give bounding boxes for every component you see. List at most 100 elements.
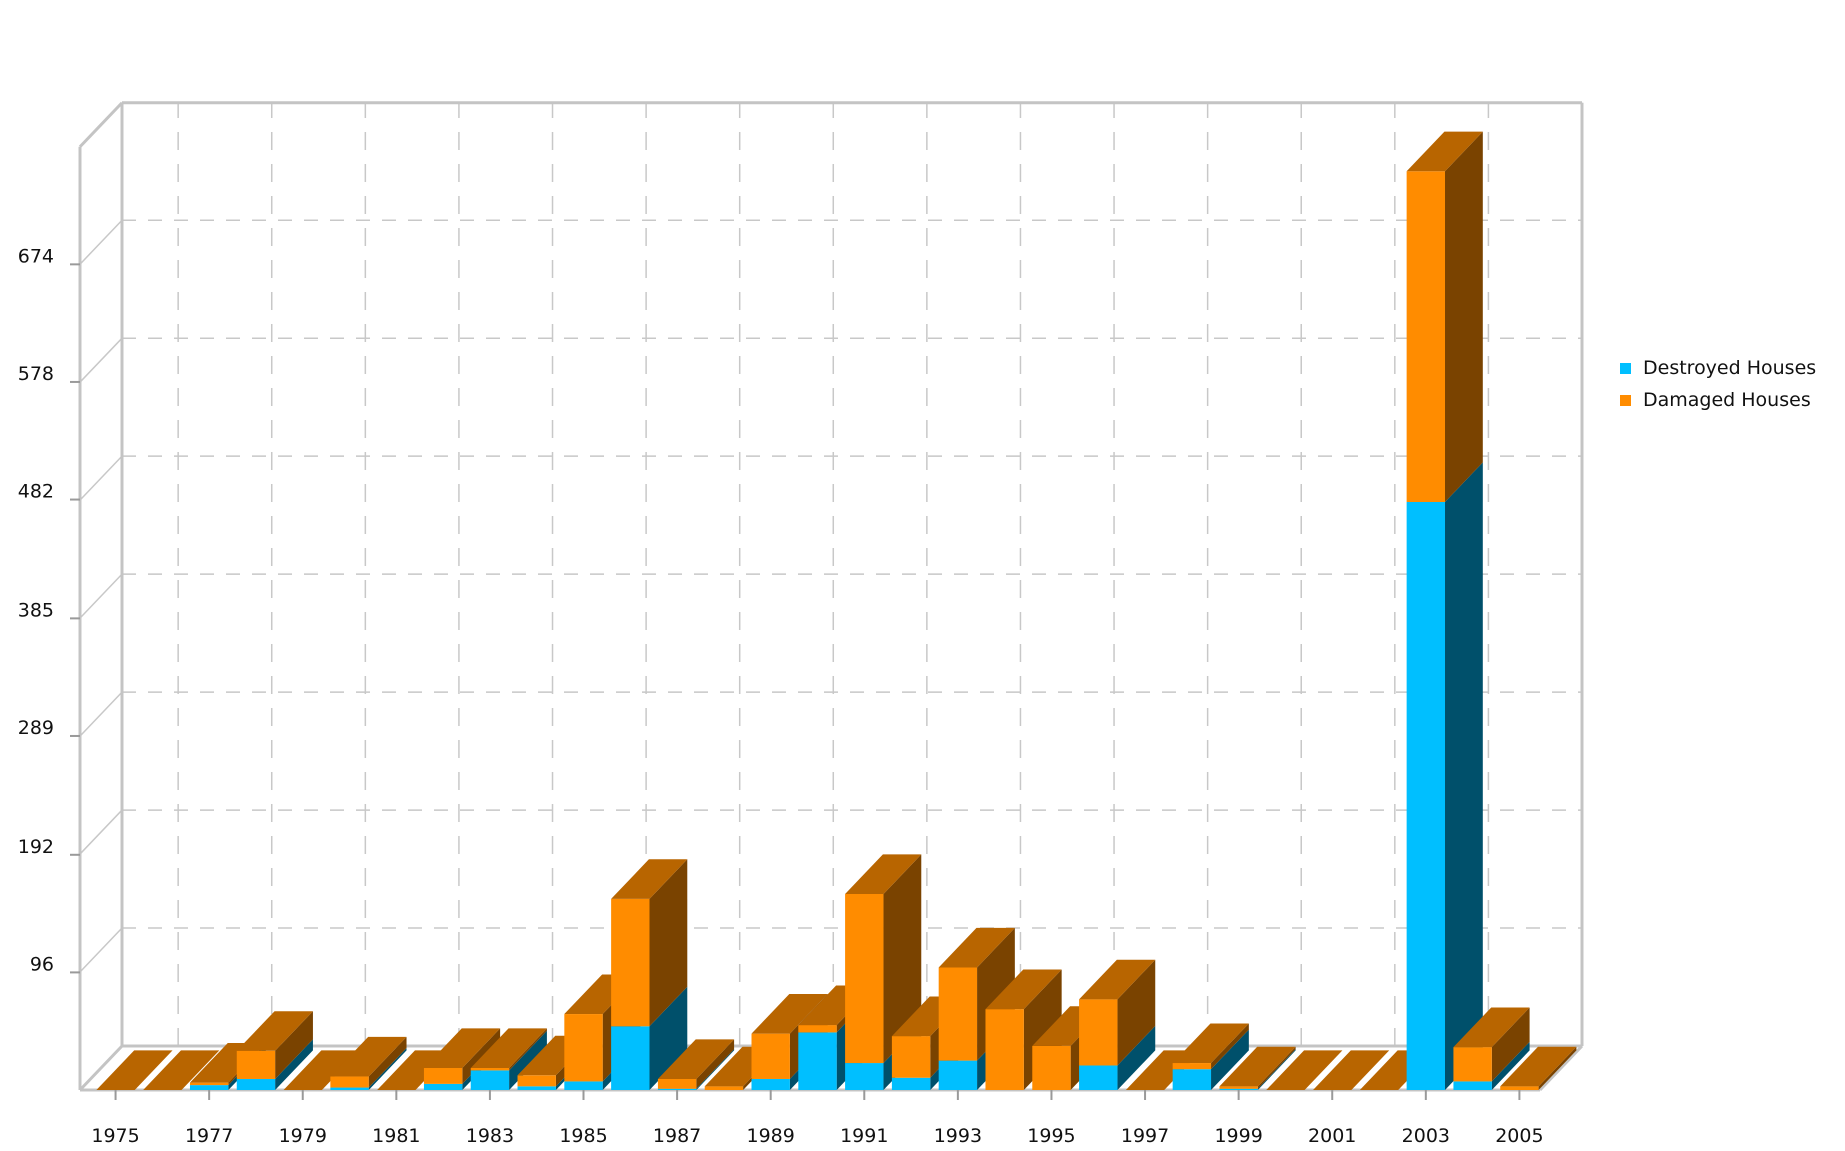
bar-destroyed-1983 <box>470 1070 510 1090</box>
bar-group-1979 <box>283 1050 360 1090</box>
bar-side-damaged-1991 <box>883 854 922 1064</box>
bar-top-1986 <box>611 859 688 899</box>
grid-line-side <box>79 219 123 265</box>
bar-group-2001 <box>1313 1050 1390 1090</box>
bar-side-destroyed-2003 <box>1445 462 1483 1090</box>
x-tick-label-1979: 1979 <box>279 1125 327 1147</box>
bar-top-1980 <box>330 1036 407 1077</box>
bar-top-1975 <box>96 1050 173 1090</box>
y-tick-label: 674 <box>18 245 54 267</box>
bar-damaged-1980 <box>330 1076 369 1088</box>
bars <box>96 131 1577 1090</box>
x-tick-label-1987: 1987 <box>653 1125 701 1147</box>
bar-top-1987 <box>657 1039 735 1079</box>
bar-damaged-2004 <box>1453 1047 1492 1082</box>
bar-top-1978 <box>236 1011 313 1051</box>
x-tick-label-2001: 2001 <box>1308 1125 1356 1147</box>
legend-item-destroyed: Destroyed Houses <box>1620 352 1816 384</box>
bar-group-1998 <box>1172 1023 1249 1090</box>
bar-damaged-1978 <box>236 1050 276 1079</box>
bar-side-damaged-1983 <box>509 1028 547 1071</box>
bar-top-1999 <box>1219 1046 1296 1087</box>
x-tick-label-1989: 1989 <box>747 1125 795 1147</box>
bar-top-1989 <box>751 994 828 1034</box>
bar-damaged-1988 <box>704 1086 744 1090</box>
bar-damaged-1990 <box>798 1025 837 1033</box>
bar-destroyed-1986 <box>611 1026 650 1090</box>
bar-destroyed-1978 <box>236 1078 276 1090</box>
grid-line-side <box>79 573 123 619</box>
legend-swatch-destroyed <box>1620 362 1631 374</box>
bar-destroyed-1985 <box>564 1081 603 1090</box>
bar-top-1996 <box>1079 959 1156 1000</box>
legend-swatch-damaged <box>1620 394 1631 406</box>
bar-top-2003 <box>1406 131 1483 172</box>
bar-group-2003 <box>1406 131 1483 1090</box>
bar-side-damaged-1999 <box>1257 1046 1296 1089</box>
tick-labels: 96 192 289 385 482 578 674 1975 1977 1979 1981 1983… <box>18 245 1544 1147</box>
y-tick-label: 96 <box>30 953 54 975</box>
bar-damaged-2005 <box>1500 1086 1539 1090</box>
bar-top-1991 <box>845 854 922 894</box>
bar-top-1993 <box>938 927 1015 968</box>
y-tick-label: 289 <box>18 717 54 739</box>
legend: Destroyed Houses Damaged Houses <box>1620 352 1816 416</box>
bar-side-damaged-1980 <box>368 1036 407 1088</box>
bar-side-destroyed-1999 <box>1257 1049 1296 1090</box>
bar-damaged-1998 <box>1172 1063 1212 1070</box>
y-tick-label: 578 <box>18 363 54 385</box>
bar-top-1983 <box>470 1028 547 1068</box>
bar-damaged-1977 <box>189 1082 229 1086</box>
bar-group-1976 <box>143 1050 220 1090</box>
bar-top-2000 <box>1266 1050 1343 1090</box>
bar-destroyed-1982 <box>423 1083 463 1090</box>
bar-group-1986 <box>611 859 688 1090</box>
x-tick-label-1985: 1985 <box>559 1125 607 1147</box>
bar-destroyed-1987 <box>657 1088 697 1090</box>
bar-destroyed-1990 <box>798 1032 837 1090</box>
bar-destroyed-1989 <box>751 1078 790 1090</box>
bar-destroyed-1993 <box>938 1060 978 1090</box>
bar-group-1975 <box>96 1050 173 1090</box>
grid-line-side <box>79 455 123 501</box>
bar-damaged-1982 <box>423 1067 463 1084</box>
bar-side-destroyed-1987 <box>696 1049 735 1090</box>
bar-destroyed-1980 <box>330 1087 369 1090</box>
bar-damaged-1995 <box>1032 1045 1071 1090</box>
grid-line-side <box>79 809 123 855</box>
bar-destroyed-2004 <box>1453 1081 1492 1090</box>
bar-damaged-2003 <box>1406 171 1446 502</box>
grid-line-side <box>79 691 123 737</box>
bar-damaged-1994 <box>985 1009 1024 1090</box>
x-tick-label-2003: 2003 <box>1402 1125 1450 1147</box>
bar-destroyed-1999 <box>1219 1088 1258 1090</box>
bar-damaged-1991 <box>845 894 884 1064</box>
x-tick-label-1995: 1995 <box>1027 1125 1075 1147</box>
bar-damaged-1986 <box>611 898 650 1027</box>
grid-line-side <box>79 927 123 973</box>
bar-top-2001 <box>1313 1050 1390 1090</box>
bar-top-2004 <box>1453 1007 1530 1048</box>
bar-group-2000 <box>1266 1050 1343 1090</box>
bar-group-1996 <box>1079 959 1156 1090</box>
bar-group-1980 <box>330 1036 407 1090</box>
bar-group-2005 <box>1500 1046 1577 1090</box>
y-tick-label: 192 <box>18 836 54 858</box>
x-tick-label-1999: 1999 <box>1214 1125 1262 1147</box>
bar-side-damaged-2003 <box>1445 131 1483 502</box>
y-tick-label: 482 <box>18 481 54 503</box>
bar-destroyed-1984 <box>517 1086 556 1090</box>
bar-side-damaged-1978 <box>275 1011 313 1079</box>
x-tick-label-1977: 1977 <box>185 1125 233 1147</box>
bar-group-1987 <box>657 1039 735 1090</box>
bar-group-2004 <box>1453 1007 1530 1090</box>
legend-item-damaged: Damaged Houses <box>1620 384 1816 416</box>
y-tick-label: 385 <box>18 599 54 621</box>
x-tick-label-1991: 1991 <box>840 1125 888 1147</box>
x-tick-label-1975: 1975 <box>91 1125 139 1147</box>
floor-right <box>1538 1044 1584 1092</box>
bar-damaged-1984 <box>517 1075 556 1087</box>
legend-label-destroyed: Destroyed Houses <box>1643 357 1817 379</box>
bar-destroyed-1996 <box>1079 1065 1118 1090</box>
